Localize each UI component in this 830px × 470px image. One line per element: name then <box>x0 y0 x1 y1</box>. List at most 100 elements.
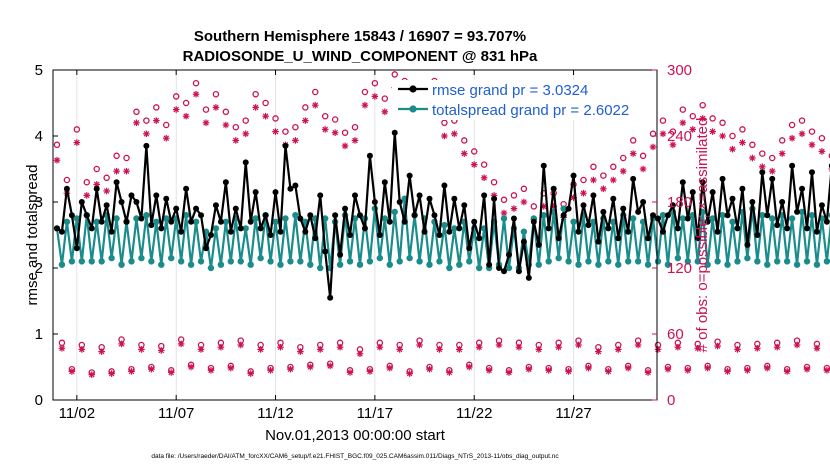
rmse-point <box>312 235 319 242</box>
rmse-point <box>322 248 329 255</box>
totalspread-point <box>759 212 766 219</box>
obs-possible-point <box>202 106 210 113</box>
rmse-point <box>173 205 180 212</box>
totalspread-point <box>93 218 100 225</box>
rmse-point <box>391 129 398 136</box>
obs-assimilated-point <box>441 132 448 140</box>
x-tick-label: 11/17 <box>357 405 393 422</box>
obs-assimilated-point <box>500 209 508 217</box>
obs-assimilated-point <box>118 340 125 348</box>
totalspread-point <box>217 261 225 268</box>
obs-possible-point <box>709 115 716 122</box>
obs-possible-point <box>520 185 528 193</box>
obs-assimilated-point <box>103 187 110 195</box>
obs-assimilated-point <box>585 364 592 372</box>
totalspread-point <box>257 254 264 262</box>
totalspread-point <box>754 258 761 265</box>
obs-possible-point <box>689 112 697 120</box>
obs-possible-point <box>391 71 398 78</box>
rmse-point <box>217 218 224 225</box>
obs-assimilated-point <box>426 365 433 373</box>
totalspread-point <box>694 258 701 265</box>
obs-possible-point <box>222 108 230 116</box>
rmse-point <box>158 225 165 232</box>
obs-possible-point <box>93 165 100 173</box>
totalspread-point <box>734 258 741 265</box>
obs-possible-point <box>798 117 806 124</box>
obs-assimilated-point <box>694 345 702 352</box>
totalspread-point <box>63 218 71 225</box>
totalspread-point <box>729 218 736 225</box>
rmse-line <box>56 131 830 299</box>
x-axis: 11/02 11/07 11/12 11/17 11/22 11/27 <box>59 70 592 422</box>
rmse-point <box>585 222 592 229</box>
obs-possible-point <box>699 101 706 109</box>
rmse-point <box>679 179 686 186</box>
y-left-tick-label: 4 <box>35 128 43 145</box>
rmse-point <box>784 225 791 232</box>
totalspread-point <box>153 218 160 225</box>
totalspread-point <box>823 258 830 265</box>
obs-assimilated-point <box>182 112 190 120</box>
obs-assimilated-point <box>590 176 597 184</box>
rmse-point <box>774 222 781 229</box>
obs-assimilated-point <box>326 362 334 370</box>
totalspread-point <box>148 258 155 265</box>
totalspread-point <box>212 225 220 232</box>
obs-assimilated-point <box>460 150 468 157</box>
obs-possible-point <box>282 128 289 135</box>
obs-assimilated-point <box>346 369 354 376</box>
obs-assimilated-point <box>232 137 240 144</box>
totalspread-point <box>336 261 344 268</box>
totalspread-point <box>396 258 403 265</box>
x-axis-label: Nov.01,2013 00:00:00 start <box>265 427 446 444</box>
rmse-point <box>729 195 736 202</box>
obs-assimilated-point <box>406 370 413 377</box>
rmse-point <box>799 185 806 192</box>
totalspread-point <box>277 261 284 268</box>
obs-assimilated-point <box>162 134 170 142</box>
y-right-tick-label: 0 <box>667 392 675 409</box>
rmse-point <box>565 205 572 212</box>
totalspread-point <box>709 215 716 222</box>
rmse-point <box>103 202 110 209</box>
rmse-point <box>570 172 577 179</box>
obs-assimilated-point <box>123 167 130 175</box>
rmse-point <box>446 228 453 235</box>
rmse-point <box>237 225 244 232</box>
rmse-point <box>58 228 65 235</box>
obs-possible-point <box>639 152 647 160</box>
obs-assimilated-point <box>614 346 622 353</box>
obs-assimilated-point <box>316 346 324 353</box>
totalspread-point <box>545 258 552 265</box>
legend-rmse-label: rmse grand pr = 3.0324 <box>432 82 588 99</box>
rmse-point <box>327 294 334 301</box>
obs-possible-point <box>669 128 677 135</box>
rmse-point <box>749 199 756 205</box>
obs-assimilated-point <box>416 341 423 349</box>
totalspread-point <box>441 221 448 229</box>
y-axis-right: 0 60 120 180 240 300 <box>652 62 692 409</box>
totalspread-point <box>634 258 642 265</box>
rmse-point <box>356 212 363 219</box>
obs-assimilated-point <box>555 343 562 351</box>
obs-assimilated-point <box>446 369 453 376</box>
rmse-point <box>128 192 135 199</box>
obs-possible-point <box>461 137 468 144</box>
rmse-point <box>366 152 373 159</box>
totalspread-line <box>55 197 830 270</box>
obs-assimilated-point <box>247 370 254 377</box>
obs-assimilated-point <box>202 119 210 127</box>
obs-assimilated-point <box>143 130 150 138</box>
rmse-point <box>143 142 150 149</box>
rmse-point <box>630 175 637 182</box>
totalspread-point <box>307 261 314 268</box>
obs-assimilated-point <box>257 346 264 353</box>
obs-possible-point <box>600 172 607 179</box>
obs-assimilated-point <box>153 117 160 124</box>
obs-assimilated-point <box>465 363 473 371</box>
totalspread-point <box>446 264 453 272</box>
rmse-point <box>202 245 209 252</box>
rmse-point <box>709 189 716 196</box>
obs-assimilated-point <box>128 368 135 375</box>
